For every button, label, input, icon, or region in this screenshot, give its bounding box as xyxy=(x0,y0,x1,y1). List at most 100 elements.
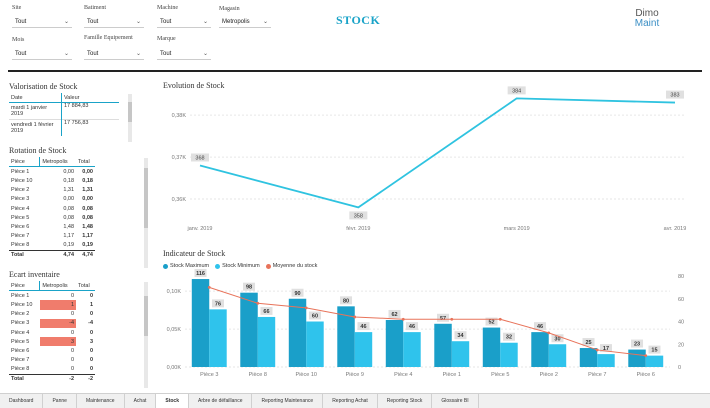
cell-total: 0 xyxy=(89,292,93,299)
cell-total: 0,19 xyxy=(82,242,93,249)
data-label: 25 xyxy=(585,340,591,346)
cell-metropolis: -4 xyxy=(39,318,77,328)
cell-piece: Pièce 8 xyxy=(11,242,30,249)
data-label: 116 xyxy=(196,271,205,277)
total-label: Total xyxy=(11,376,24,383)
cell-valeur: 17 884,83 xyxy=(61,102,119,120)
tab-dashboard[interactable]: Dashboard xyxy=(0,394,44,408)
filter-famille-label: Famille Equipement xyxy=(84,35,133,41)
filter-mois-select[interactable]: Tout ⌄ xyxy=(12,48,72,60)
point-moyenne xyxy=(256,301,260,305)
bar-stock-maximum xyxy=(240,292,258,367)
cell-piece: Pièce 3 xyxy=(11,320,30,327)
evolution-chart: 0,38K 0,37K 0,36K 368 janv. 2019 358 févr. 201… xyxy=(172,86,687,232)
data-label-bg xyxy=(308,311,321,320)
bar-stock-minimum xyxy=(209,309,227,367)
chevron-down-icon: ⌄ xyxy=(63,19,69,25)
legend-dot-min xyxy=(215,263,221,269)
cell-total: 0,18 xyxy=(82,177,93,184)
legend-item[interactable]: Stock Minimum xyxy=(215,263,260,269)
cell-total: 0,00 xyxy=(82,168,93,175)
chevron-down-icon: ⌄ xyxy=(63,51,69,57)
tab-stock[interactable]: Stock xyxy=(156,394,189,408)
valorisation-title: Valorisation de Stock xyxy=(9,82,78,91)
point-moyenne xyxy=(304,306,308,310)
tab-reporting-stock[interactable]: Reporting Stock xyxy=(378,394,433,408)
filter-mois-value: Tout xyxy=(15,50,27,57)
data-label: 46 xyxy=(360,324,366,330)
tab-reporting-maintenance[interactable]: Reporting Maintenance xyxy=(252,394,324,408)
bar-stock-minimum xyxy=(354,332,373,367)
tab-panne[interactable]: Panne xyxy=(43,394,77,408)
legend-label: Stock Maximum xyxy=(170,263,210,269)
filter-machine-select[interactable]: Tout ⌄ xyxy=(157,16,211,28)
cell-valeur: 17 756,83 xyxy=(61,119,119,137)
cell-total: 0 xyxy=(89,357,93,364)
data-label: 80 xyxy=(343,298,349,304)
cell-piece: Pièce 1 xyxy=(11,292,30,299)
cell-metropolis: 0 xyxy=(70,292,75,299)
data-label-bg xyxy=(243,282,256,291)
filter-site-select[interactable]: Tout ⌄ xyxy=(12,16,72,28)
bar-stock-maximum xyxy=(191,279,210,367)
legend-item[interactable]: Stock Maximum xyxy=(163,263,209,269)
bar-stock-minimum xyxy=(451,341,470,367)
chevron-down-icon: ⌄ xyxy=(202,51,208,57)
legend-item[interactable]: Moyenne du stock xyxy=(265,263,317,269)
tab-maintenance[interactable]: Maintenance xyxy=(77,394,125,408)
ecart-scrollbar[interactable] xyxy=(144,282,148,388)
data-label: 76 xyxy=(215,301,221,307)
filter-batiment-select[interactable]: Tout ⌄ xyxy=(84,16,144,28)
table-row: vendredi 1 février 2019 17 756,83 xyxy=(9,119,119,137)
logo: Dimo Maint xyxy=(627,9,667,29)
y-right-tick-label: 80 xyxy=(678,274,684,280)
x-tick-label: Pièce 5 xyxy=(491,372,509,378)
valorisation-scrollbar[interactable] xyxy=(128,94,132,142)
cell-metropolis: 1,48 xyxy=(63,223,75,230)
cell-piece: Pièce 3 xyxy=(11,196,30,203)
data-label-bg xyxy=(211,299,224,308)
cell-metropolis: 0,08 xyxy=(63,205,75,212)
filter-marque-value: Tout xyxy=(160,50,172,57)
table-row: Pièce 4 0,08 0,08 xyxy=(9,204,95,213)
filter-site-label: Site xyxy=(12,5,22,11)
data-label: 383 xyxy=(670,93,679,99)
tab-achat[interactable]: Achat xyxy=(125,394,157,408)
bar-stock-minimum xyxy=(548,344,567,367)
logo-line1: Dimo xyxy=(635,8,659,19)
bar-stock-minimum xyxy=(645,355,664,367)
bar-stock-maximum xyxy=(579,348,598,367)
tab-reporting-achat[interactable]: Reporting Achat xyxy=(323,394,378,408)
legend-dot-max xyxy=(163,263,168,269)
bar-stock-maximum xyxy=(434,323,452,367)
total-total: 4,74 xyxy=(82,252,93,259)
tab-arbre-de-d-faillance[interactable]: Arbre de défaillance xyxy=(189,394,253,408)
data-label-bg xyxy=(507,86,526,95)
table-row: Pièce 1 0,00 0,00 xyxy=(9,167,95,177)
bar-stock-minimum xyxy=(306,321,324,367)
table-row: Pièce 2 1,31 1,31 xyxy=(9,186,95,195)
col-total: Total xyxy=(78,282,90,289)
filter-machine-value: Tout xyxy=(160,18,172,25)
bar-stock-maximum xyxy=(628,349,646,367)
cell-piece: Pièce 2 xyxy=(11,187,30,194)
logo-line2: Maint xyxy=(634,18,660,29)
tab-glossaire-bi[interactable]: Glossaire BI xyxy=(432,394,479,408)
filter-famille-select[interactable]: Tout ⌄ xyxy=(84,48,144,60)
data-label-bg xyxy=(349,211,368,220)
series-line xyxy=(199,97,676,209)
cell-total: 0,00 xyxy=(82,196,93,203)
rotation-scrollbar[interactable] xyxy=(144,158,148,268)
data-label: 98 xyxy=(246,285,252,291)
bar-stock-minimum xyxy=(257,316,276,367)
point-moyenne xyxy=(353,315,357,319)
cell-metropolis: 0 xyxy=(70,357,75,364)
x-tick-label: Pièce 7 xyxy=(588,372,606,378)
x-tick-label: avr. 2019 xyxy=(664,226,687,232)
filter-batiment-label: Batiment xyxy=(84,5,106,11)
filter-magasin-select[interactable]: Metropolis ⌄ xyxy=(219,16,271,28)
cell-piece: Pièce 1 xyxy=(11,168,30,175)
filter-marque-select[interactable]: Tout ⌄ xyxy=(157,48,211,60)
bar-stock-maximum xyxy=(482,327,501,367)
cell-total: 3 xyxy=(89,338,93,345)
